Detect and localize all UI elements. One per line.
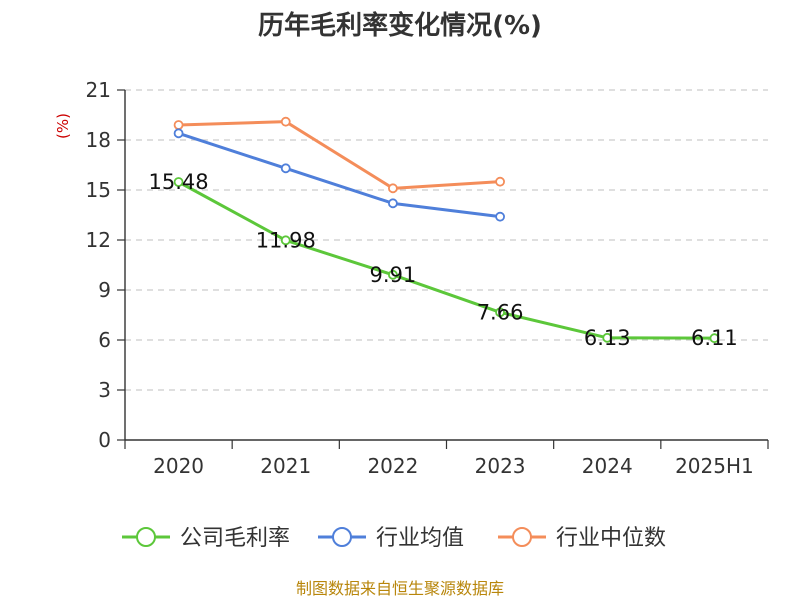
- legend[interactable]: 公司毛利率 行业均值 行业中位数: [122, 526, 666, 551]
- y-tick-label: 6: [98, 328, 111, 352]
- data-point: [495, 211, 505, 222]
- data-point: [495, 307, 505, 318]
- x-tick-label: 2025H1: [675, 454, 754, 478]
- series-line: [178, 120, 501, 190]
- legend-marker-icon: [512, 527, 532, 547]
- data-labels: 15.48 11.98 9.91 7.66 6.13 6.11: [149, 170, 738, 350]
- data-point: [602, 332, 613, 343]
- legend-label: 行业均值: [376, 526, 464, 551]
- data-label: 6.11: [691, 326, 738, 350]
- data-point: [173, 120, 184, 130]
- legend-label: 行业中位数: [556, 526, 666, 551]
- x-tick-label: 2023: [475, 454, 526, 478]
- legend-item[interactable]: 公司毛利率: [122, 526, 290, 551]
- data-label: 7.66: [477, 300, 524, 324]
- y-tick-label: 3: [98, 378, 111, 402]
- series-group: [173, 116, 720, 344]
- series-line: [177, 180, 715, 340]
- data-label: 6.13: [584, 326, 631, 350]
- y-tick-label: 0: [98, 428, 111, 452]
- data-point: [280, 116, 291, 127]
- legend-marker-icon: [332, 527, 352, 547]
- data-label: 15.48: [149, 170, 209, 194]
- y-tick-label: 12: [86, 228, 111, 252]
- data-point: [709, 333, 720, 344]
- data-label: 9.91: [370, 263, 417, 287]
- data-point: [280, 235, 291, 246]
- axes: 0 3 6 9 12 15 18 21 2020 2021 2022 2023 2024 2025H1: [86, 78, 769, 478]
- series-line: [178, 131, 501, 219]
- data-point: [280, 163, 291, 174]
- data-point: [388, 183, 398, 194]
- data-point: [173, 177, 184, 187]
- x-tick-label: 2022: [367, 454, 418, 478]
- legend-item[interactable]: 行业均值: [318, 526, 464, 551]
- grid-lines: [125, 89, 768, 391]
- y-axis-unit-label: (%): [54, 113, 72, 139]
- data-label: 11.98: [256, 228, 316, 252]
- y-tick-label: 9: [98, 278, 111, 302]
- source-footnote: 制图数据来自恒生聚源数据库: [296, 579, 504, 598]
- x-tick-label: 2021: [260, 454, 311, 478]
- y-tick-label: 21: [86, 78, 111, 102]
- y-tick-label: 18: [86, 128, 111, 152]
- chart-title: 历年毛利率变化情况(%): [258, 10, 542, 41]
- x-tick-label: 2020: [153, 454, 204, 478]
- x-tick-label: 2024: [582, 454, 633, 478]
- data-point: [388, 198, 398, 209]
- data-point: [173, 128, 184, 139]
- data-point: [388, 269, 398, 280]
- legend-item[interactable]: 行业中位数: [498, 526, 666, 551]
- data-point: [495, 176, 505, 187]
- legend-marker-icon: [136, 527, 156, 547]
- y-tick-label: 15: [86, 178, 111, 202]
- legend-label: 公司毛利率: [180, 526, 290, 551]
